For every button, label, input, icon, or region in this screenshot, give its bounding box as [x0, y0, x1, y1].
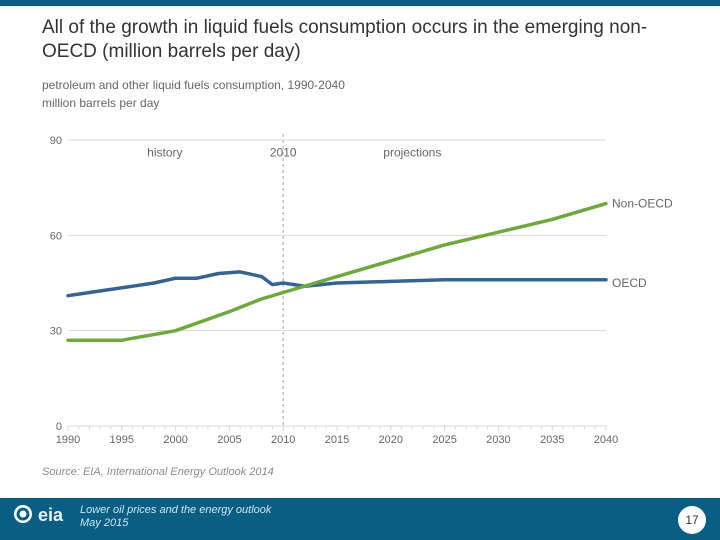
top-bar [0, 0, 720, 6]
svg-text:2025: 2025 [432, 434, 456, 446]
svg-text:1995: 1995 [110, 434, 134, 446]
line-chart: 0 30 60 90 1990 1995 2000 2005 2010 2015 2020 2025 2… [42, 118, 678, 448]
svg-text:2030: 2030 [486, 434, 510, 446]
svg-text:2010: 2010 [271, 434, 295, 446]
svg-text:2035: 2035 [540, 434, 564, 446]
chart-subtitle-2: million barrels per day [42, 96, 159, 110]
chart-subtitle-1: petroleum and other liquid fuels consump… [42, 78, 345, 92]
svg-text:30: 30 [50, 326, 62, 338]
svg-text:projections: projections [383, 145, 441, 159]
svg-text:Non-OECD: Non-OECD [612, 197, 673, 211]
svg-text:history: history [147, 145, 182, 159]
chart-svg: 0 30 60 90 1990 1995 2000 2005 2010 2015 2020 2025 2… [42, 118, 678, 448]
svg-text:2010: 2010 [270, 145, 297, 159]
svg-text:90: 90 [50, 135, 62, 147]
svg-text:0: 0 [56, 421, 62, 433]
svg-text:60: 60 [50, 230, 62, 242]
svg-text:2015: 2015 [325, 434, 349, 446]
source-note: Source: EIA, International Energy Outloo… [42, 466, 274, 478]
footer-text: Lower oil prices and the energy outlook … [80, 504, 271, 532]
svg-text:2005: 2005 [217, 434, 241, 446]
title-block: All of the growth in liquid fuels consum… [42, 16, 690, 64]
svg-text:1990: 1990 [56, 434, 80, 446]
svg-text:2040: 2040 [594, 434, 618, 446]
svg-text:eia: eia [38, 505, 64, 525]
footer-line-1: Lower oil prices and the energy outlook [80, 504, 271, 518]
page-title: All of the growth in liquid fuels consum… [42, 16, 690, 64]
page-number: 17 [678, 506, 706, 534]
svg-text:2000: 2000 [163, 434, 187, 446]
footer-line-2: May 2015 [80, 517, 271, 531]
svg-text:2020: 2020 [379, 434, 403, 446]
eia-logo: eia [12, 499, 72, 534]
svg-text:OECD: OECD [612, 276, 647, 290]
